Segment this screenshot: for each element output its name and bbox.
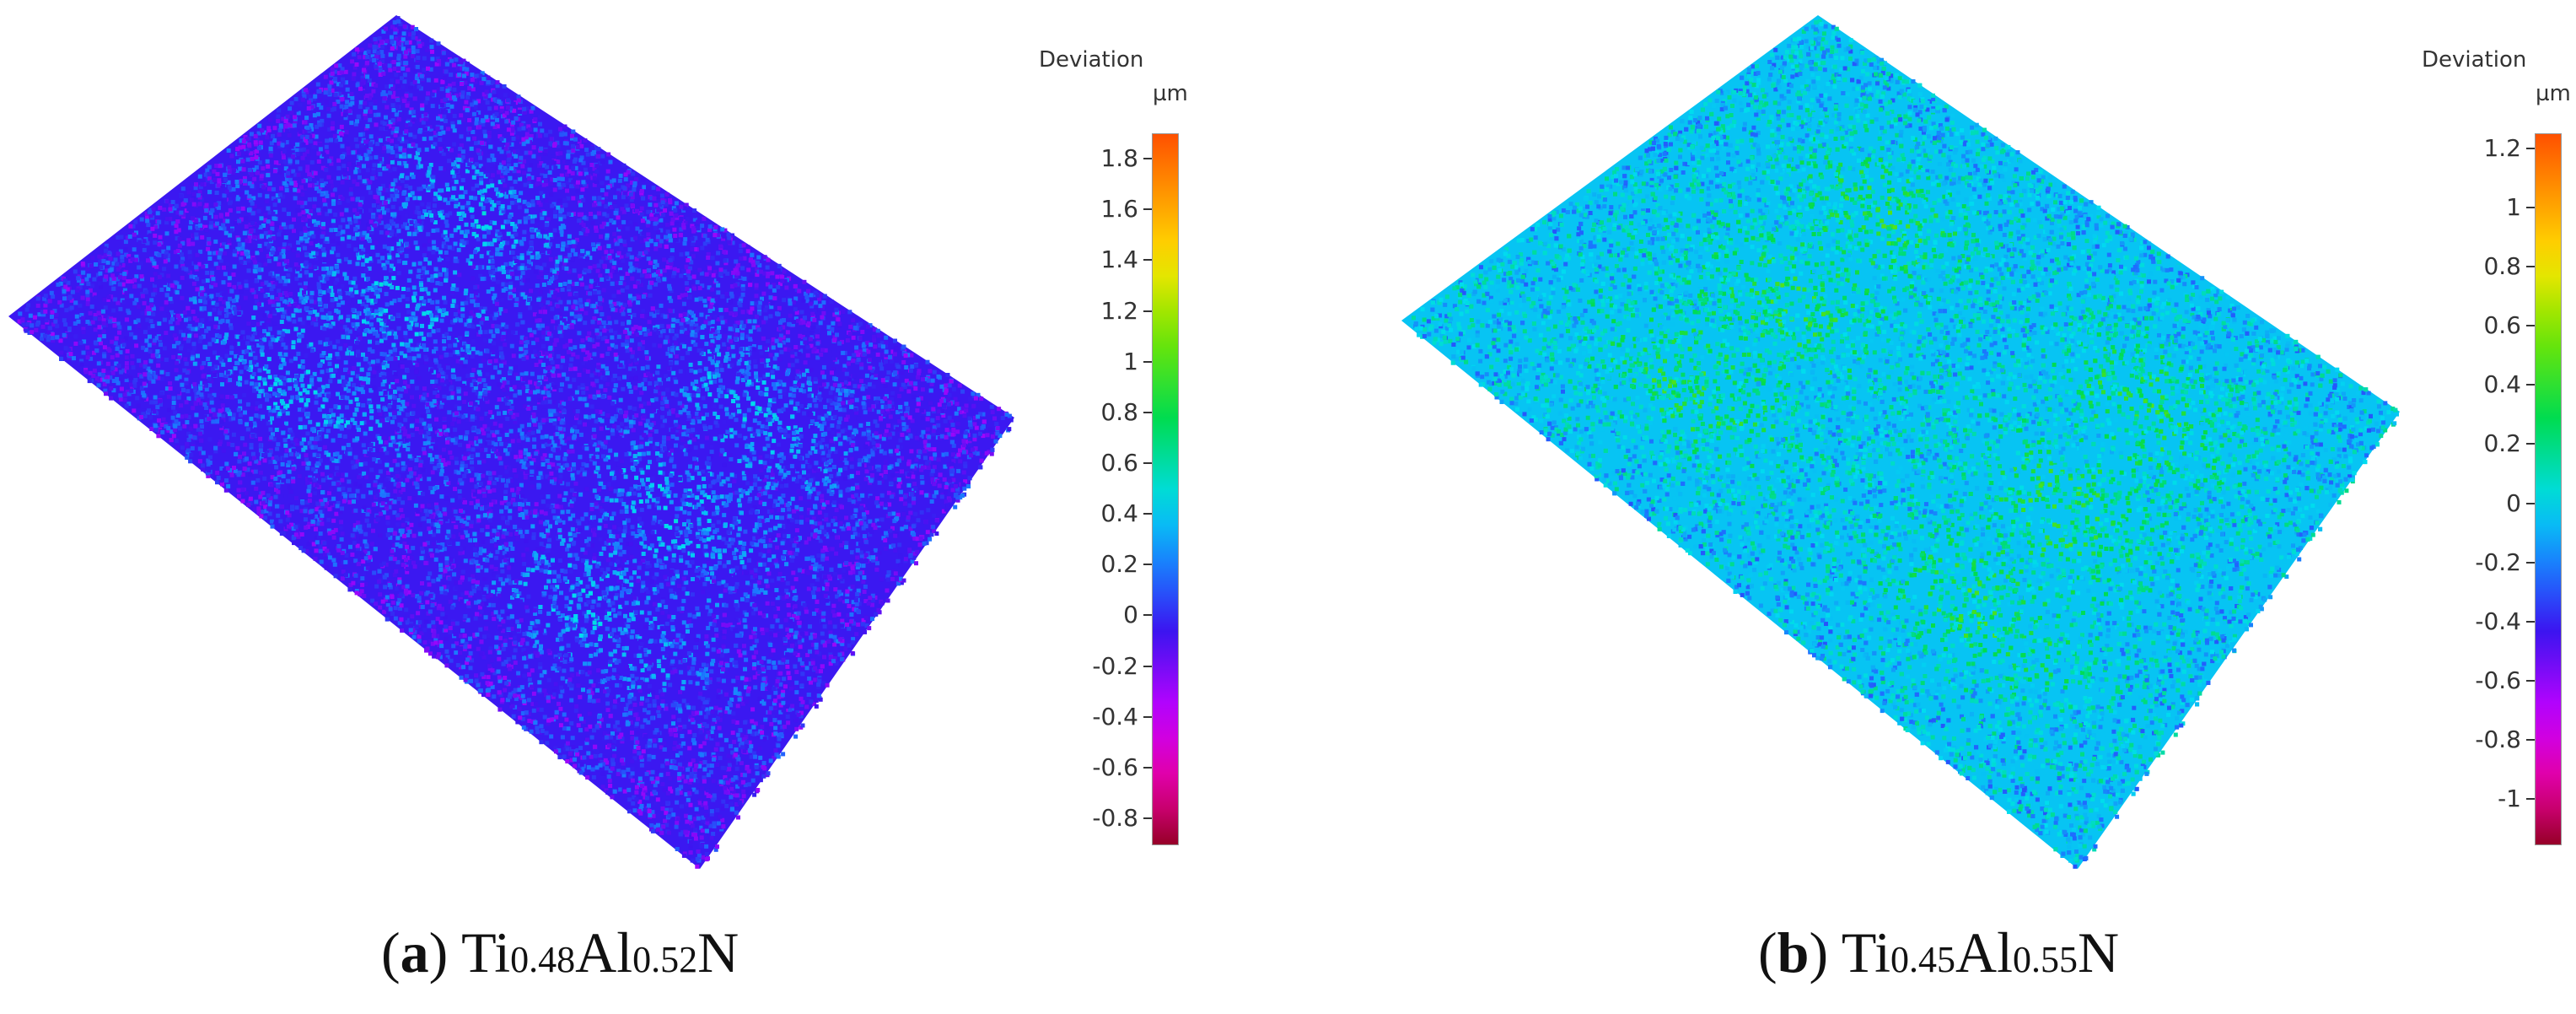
panel-letter: b	[1777, 920, 1810, 984]
colorbar-tick-label: -1	[2445, 785, 2521, 812]
colorbar-tick-label: -0.6	[2445, 666, 2521, 694]
deviation-samples	[17, 16, 1014, 869]
colorbar-tick-label: -0.4	[1062, 703, 1138, 731]
colorbar-tick-label: 1.4	[1062, 245, 1138, 273]
colorbar-tick-mark	[2526, 561, 2535, 564]
colorbar-tick-mark	[1143, 208, 1152, 211]
surface-plane	[1401, 15, 2400, 869]
colorbar-tick-mark	[1143, 665, 1152, 667]
colorbar-tick-mark	[1143, 259, 1152, 262]
colorbar-tick-label: 0.4	[1062, 499, 1138, 527]
colorbar-title: Deviation	[2422, 47, 2526, 73]
panel-b: Deviation µm 1.2 1 0.8 0.6 0.4 0.2 0 -0.2 -0.4 -0…	[1288, 0, 2576, 1014]
colorbar-tick-mark	[1143, 513, 1152, 515]
colorbar-tick-label: -0.2	[2445, 548, 2521, 576]
deviation-samples	[1412, 19, 2399, 869]
colorbar-tick-label: 1.2	[1062, 297, 1138, 325]
colorbar-tick-label: 1.2	[2445, 134, 2521, 162]
colorbar-tick-mark	[1143, 766, 1152, 769]
colorbar-tick-label: 0.8	[1062, 398, 1138, 426]
colorbar-unit: µm	[1153, 81, 1188, 106]
colorbar-tick-mark	[1143, 360, 1152, 363]
colorbar	[2535, 133, 2562, 845]
colorbar-tick-mark	[2526, 147, 2535, 149]
colorbar-tick-label: 1	[1062, 348, 1138, 375]
colorbar-tick-label: -0.6	[1062, 753, 1138, 781]
colorbar-tick-mark	[2526, 620, 2535, 623]
colorbar-tick-mark	[2526, 739, 2535, 742]
colorbar-tick-label: 1.6	[1062, 195, 1138, 223]
colorbar-tick-mark	[2526, 265, 2535, 267]
colorbar-tick-label: 0.6	[1062, 449, 1138, 477]
colorbar-tick-mark	[2526, 443, 2535, 445]
caption-b: (b) Ti0.45Al0.55N	[1758, 920, 2119, 986]
colorbar-title: Deviation	[1039, 47, 1143, 73]
colorbar-tick-label: -0.2	[1062, 652, 1138, 680]
colorbar-tick-mark	[2526, 502, 2535, 504]
colorbar-tick-label: 0.4	[2445, 370, 2521, 398]
colorbar-tick-label: 1.8	[1062, 144, 1138, 172]
colorbar-unit: µm	[2536, 81, 2571, 106]
colorbar-tick-mark	[1143, 817, 1152, 819]
formula: Ti0.45Al0.55N	[1842, 920, 2119, 984]
panel-a: Deviation µm 1.8 1.6 1.4 1.2 1 0.8 0.6 0.4 0.2 0 -…	[8, 15, 1188, 986]
colorbar-tick-mark	[1143, 461, 1152, 464]
colorbar-tick-label: 0.2	[2445, 429, 2521, 457]
colorbar-tick-label: 0.6	[2445, 311, 2521, 339]
colorbar-tick-mark	[1143, 158, 1152, 160]
surface-map-b	[1401, 15, 2400, 869]
colorbar-tick-mark	[1143, 614, 1152, 617]
caption-a: (a) Ti0.48Al0.52N	[381, 920, 739, 986]
surface-map-a	[8, 15, 1014, 869]
colorbar-tick-label: 0	[1062, 601, 1138, 628]
colorbar-tick-mark	[2526, 680, 2535, 682]
colorbar-tick-label: 0.8	[2445, 252, 2521, 280]
colorbar-tick-label: -0.4	[2445, 607, 2521, 635]
colorbar-tick-mark	[1143, 715, 1152, 718]
colorbar-tick-label: 0	[2445, 489, 2521, 517]
colorbar-tick-mark	[2526, 206, 2535, 208]
colorbar-tick-mark	[2526, 384, 2535, 386]
colorbar-tick-mark	[1143, 564, 1152, 566]
colorbar-tick-mark	[2526, 325, 2535, 327]
colorbar-tick-label: 1	[2445, 193, 2521, 221]
colorbar-tick-label: -0.8	[2445, 725, 2521, 753]
colorbar	[1152, 133, 1179, 845]
formula: Ti0.48Al0.52N	[461, 920, 739, 984]
panel-letter: a	[401, 920, 429, 984]
colorbar-tick-mark	[2526, 798, 2535, 801]
colorbar-tick-label: 0.2	[1062, 550, 1138, 578]
colorbar-tick-mark	[1143, 310, 1152, 312]
colorbar-tick-label: -0.8	[1062, 804, 1138, 832]
colorbar-tick-mark	[1143, 411, 1152, 413]
